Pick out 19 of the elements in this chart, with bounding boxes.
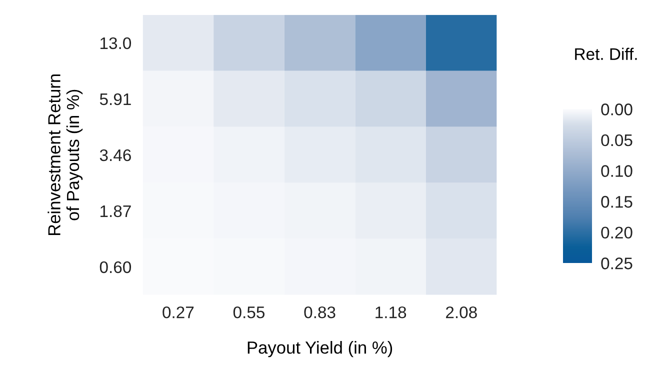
color-bar-label: 0.25 xyxy=(601,258,632,270)
y-tick-label: 1.87 xyxy=(100,205,131,218)
color-bar-label: 0.15 xyxy=(601,196,632,208)
color-bar-title: Ret. Diff. xyxy=(575,48,637,60)
x-tick-label: 0.27 xyxy=(162,306,194,318)
x-axis-title: Payout Yield (in %) xyxy=(248,341,392,358)
y-tick-label: 0.60 xyxy=(100,261,132,274)
color-bar-label: 0.10 xyxy=(601,165,632,177)
y-tick-label: 13.0 xyxy=(100,37,132,50)
x-tick-label: 1.18 xyxy=(376,306,406,318)
x-tick-label: 0.83 xyxy=(304,306,336,318)
x-tick-label: 0.55 xyxy=(233,306,265,318)
y-axis-title: Reinvestment Return of Payouts (in %) xyxy=(48,74,83,236)
x-tick-label: 2.08 xyxy=(446,306,477,318)
color-bar-label: 0.20 xyxy=(601,226,632,239)
color-bar-label: 0.05 xyxy=(601,134,632,146)
y-tick-label: 5.91 xyxy=(100,93,131,106)
y-tick-label: 3.46 xyxy=(100,149,131,162)
color-bar-label: 0.00 xyxy=(601,104,632,116)
